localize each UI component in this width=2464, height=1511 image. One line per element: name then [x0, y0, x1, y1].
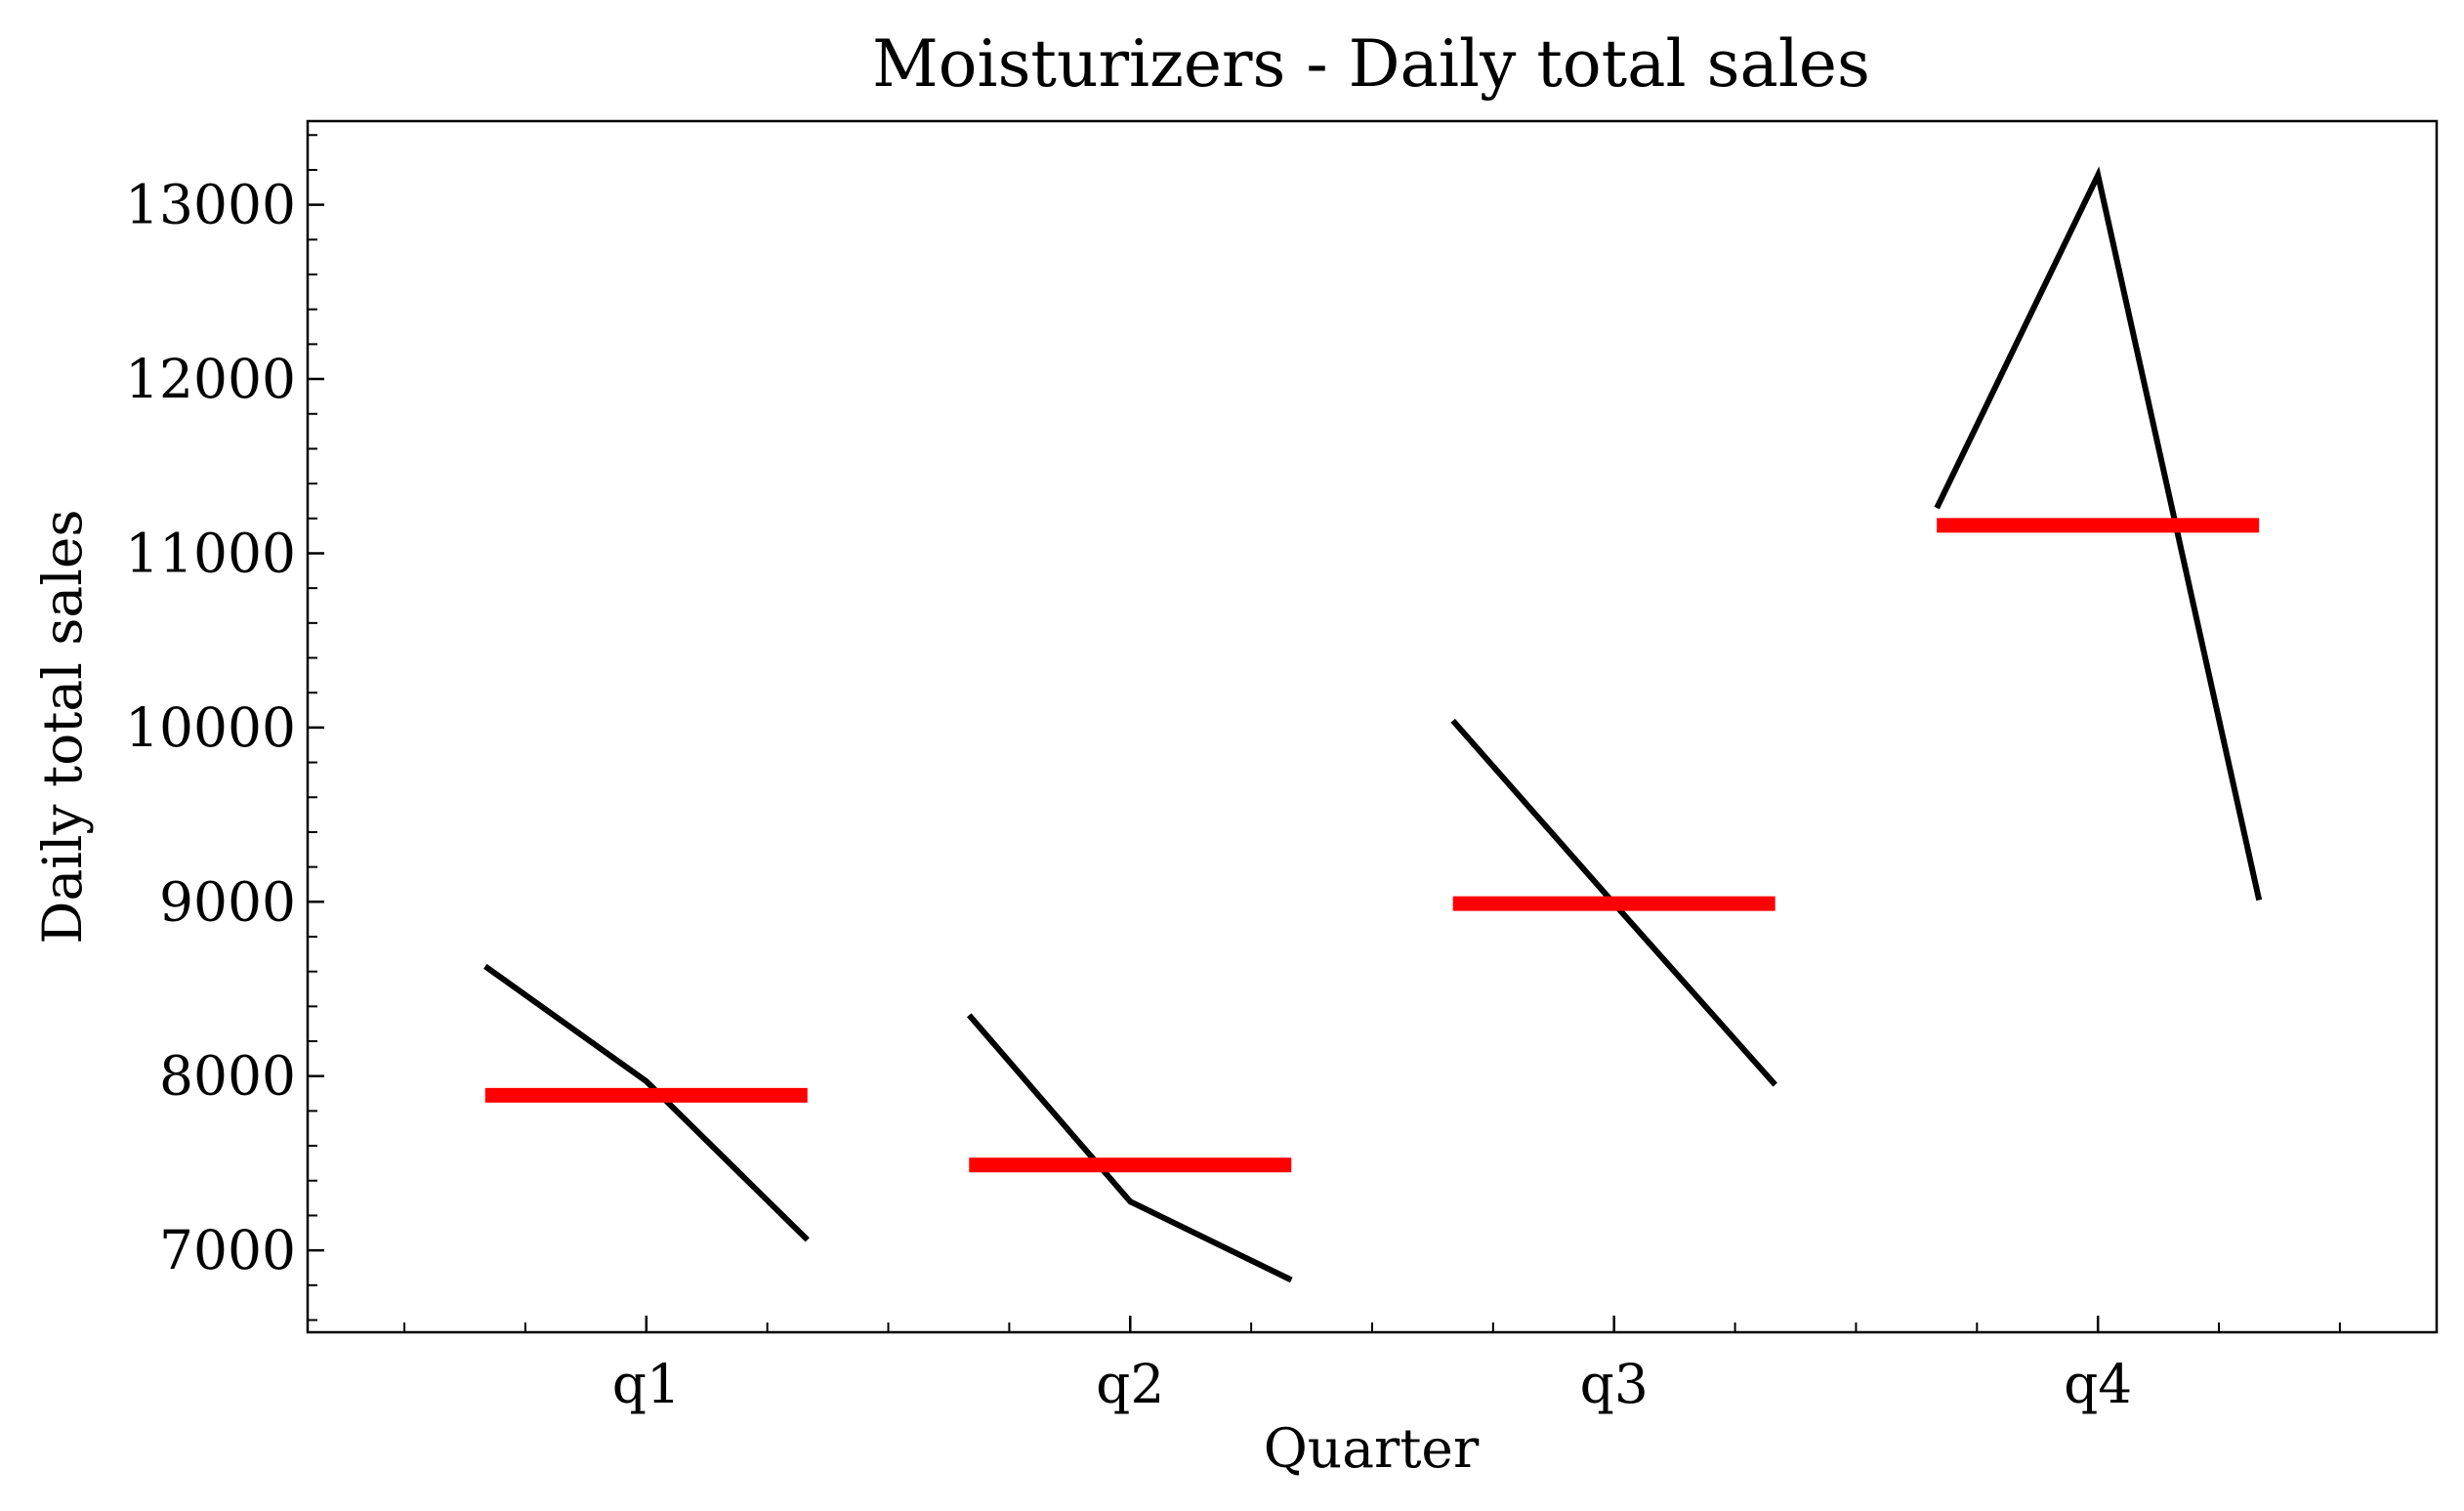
chart-title: Moisturizers - Daily total sales [872, 26, 1870, 102]
x-tick-label: q1 [612, 1353, 681, 1415]
x-axis: q1 q2 q3 q4 [403, 1316, 2341, 1415]
x-tick-label: q2 [1096, 1353, 1164, 1415]
y-tick-label: 10000 [125, 696, 296, 759]
plot-frame [306, 119, 2439, 1334]
plot-area [483, 166, 2263, 1283]
y-tick-label: 13000 [125, 174, 296, 236]
x-axis-label: Quarter [1264, 1417, 1480, 1480]
x-tick-label: q4 [2064, 1353, 2132, 1415]
series-line-q4 [1934, 166, 2263, 902]
series-line-q2 [967, 1013, 1293, 1283]
y-tick-label: 9000 [159, 870, 296, 933]
series-line-q1 [483, 963, 810, 1242]
y-axis: 7000 8000 9000 10000 11000 12000 13000 [125, 134, 324, 1322]
y-axis-label: Daily total sales [31, 509, 94, 944]
y-tick-label: 8000 [159, 1045, 296, 1108]
y-tick-label: 11000 [125, 522, 296, 584]
y-tick-label: 12000 [125, 348, 296, 410]
y-tick-label: 7000 [159, 1219, 296, 1281]
x-tick-label: q3 [1580, 1353, 1649, 1415]
